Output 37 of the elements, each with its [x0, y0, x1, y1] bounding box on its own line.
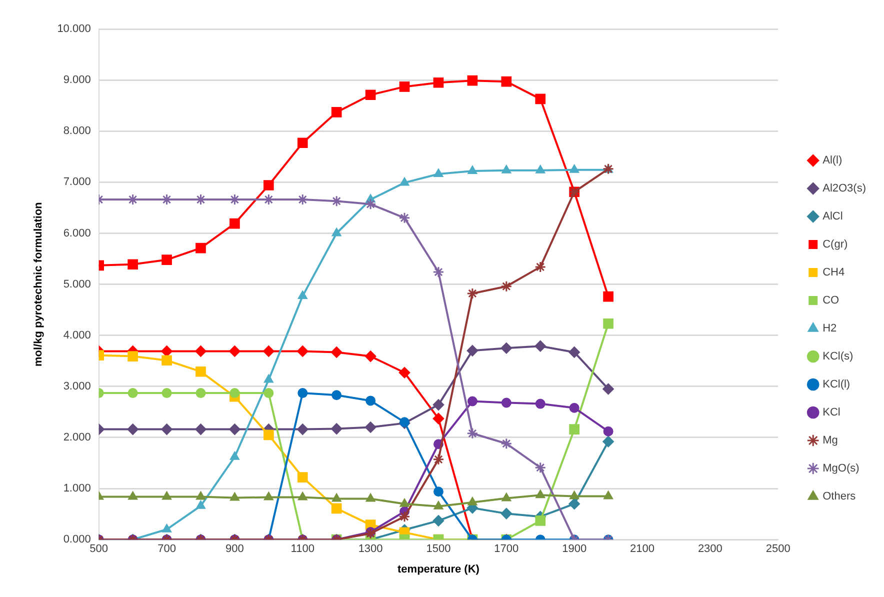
y-tick-label: 0.000: [63, 534, 91, 546]
legend-label: Others: [822, 490, 856, 503]
y-tick-label: 4.000: [63, 329, 91, 342]
x-tick-label: 500: [90, 543, 108, 556]
x-tick-label: 1300: [358, 543, 383, 556]
legend-label: Mg: [822, 434, 838, 447]
legend-label: KCl: [822, 406, 840, 419]
x-tick-label: 1100: [290, 543, 314, 556]
legend-label: KCl(l): [822, 378, 850, 391]
x-tick-label: 900: [226, 543, 244, 556]
y-tick-label: 9.000: [63, 74, 91, 86]
legend-label: AlCl: [822, 210, 843, 223]
x-tick-label: 1700: [494, 543, 519, 556]
legend-label: CH4: [822, 266, 845, 279]
y-tick-label: 1.000: [63, 482, 91, 495]
x-tick-label: 700: [158, 543, 176, 556]
x-tick-label: 1900: [562, 543, 587, 556]
legend-label: C(gr): [822, 238, 848, 251]
legend-label: Al(l): [822, 154, 842, 167]
y-tick-label: 2.000: [63, 432, 91, 444]
y-tick-label: 6.000: [63, 227, 91, 240]
x-tick-label: 1500: [426, 543, 451, 556]
y-tick-label: 8.000: [63, 125, 91, 138]
y-tick-label: 3.000: [63, 380, 91, 392]
x-tick-label: 2100: [630, 543, 654, 556]
y-tick-label: 7.000: [63, 176, 91, 188]
legend-label: H2: [822, 322, 837, 335]
x-axis-title: temperature (K): [398, 563, 480, 576]
x-tick-label: 2500: [766, 543, 790, 556]
legend-label: CO: [822, 294, 840, 307]
legend-label: MgO(s): [822, 462, 860, 475]
x-tick-label: 2300: [698, 543, 722, 556]
y-tick-label: 5.000: [63, 278, 91, 290]
legend-label: KCl(s): [822, 350, 854, 363]
y-tick-label: 10.000: [57, 23, 91, 36]
y-axis-title: mol/kg pyrotechnic formulation: [32, 202, 45, 367]
legend-label: Al2O3(s): [822, 182, 866, 195]
